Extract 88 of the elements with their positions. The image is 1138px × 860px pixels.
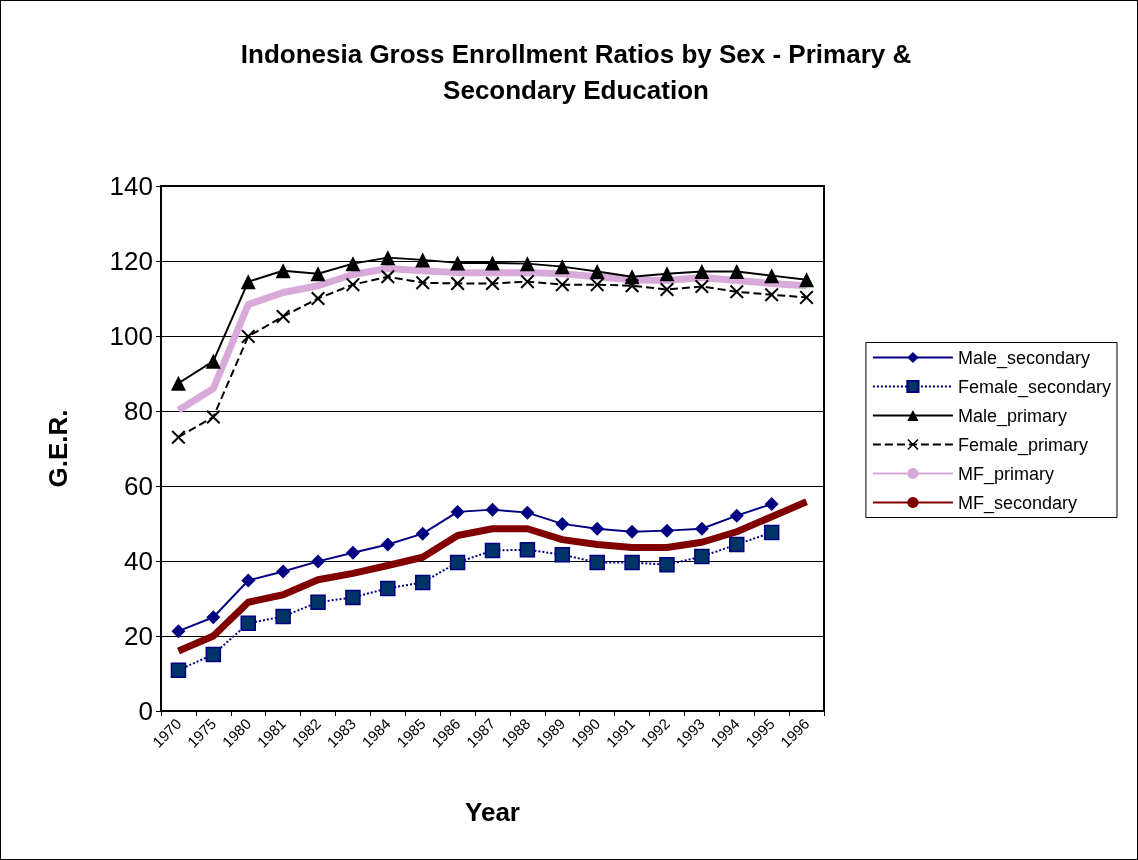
point xyxy=(415,526,430,541)
point xyxy=(590,521,605,536)
legend-label: Female_primary xyxy=(957,434,1088,456)
point xyxy=(659,523,674,538)
point xyxy=(206,410,221,424)
point xyxy=(625,278,640,293)
point xyxy=(415,252,431,268)
point xyxy=(310,594,326,610)
x-axis-title: Year xyxy=(465,797,520,827)
point xyxy=(799,272,815,288)
point xyxy=(519,542,536,558)
point xyxy=(799,290,814,305)
y-tick-label: 80 xyxy=(124,396,153,426)
point xyxy=(171,430,186,445)
point xyxy=(764,268,780,284)
point xyxy=(764,287,779,302)
point xyxy=(519,256,535,272)
y-tick-label: 60 xyxy=(124,471,153,501)
point xyxy=(414,574,431,591)
point xyxy=(170,375,186,391)
point xyxy=(729,536,745,553)
y-tick-label: 140 xyxy=(109,171,153,201)
point xyxy=(449,554,466,571)
point xyxy=(240,615,256,631)
point xyxy=(380,250,396,266)
chart-title: Indonesia Gross Enrollment Ratios by Sex - Primary & Secondary Education xyxy=(240,39,912,105)
point xyxy=(763,524,780,541)
point xyxy=(625,524,640,539)
point xyxy=(485,276,500,291)
point xyxy=(659,557,675,573)
point xyxy=(450,504,465,519)
point xyxy=(171,624,186,639)
point xyxy=(729,284,744,299)
point xyxy=(694,521,709,536)
point xyxy=(555,516,570,531)
point xyxy=(624,554,640,571)
point xyxy=(205,646,222,663)
point xyxy=(310,266,326,282)
point xyxy=(205,353,221,369)
point xyxy=(694,279,709,294)
point xyxy=(415,275,430,290)
point xyxy=(345,277,360,292)
point xyxy=(520,505,535,520)
point xyxy=(589,554,605,571)
point xyxy=(729,508,744,523)
point xyxy=(276,564,291,579)
point xyxy=(240,274,256,290)
point xyxy=(345,256,361,272)
point xyxy=(554,259,570,275)
legend-label: Male_primary xyxy=(957,405,1067,427)
legend-label: MF_secondary xyxy=(957,492,1077,514)
point xyxy=(484,542,501,559)
point xyxy=(380,537,395,552)
legend-label: Male_secondary xyxy=(957,347,1090,369)
point xyxy=(345,589,361,606)
point xyxy=(241,329,256,344)
y-tick-label: 120 xyxy=(109,246,153,276)
point xyxy=(694,548,710,565)
point xyxy=(590,277,605,292)
point xyxy=(589,264,605,279)
point xyxy=(659,266,675,282)
point xyxy=(311,554,326,569)
point xyxy=(380,269,395,284)
point xyxy=(729,264,745,279)
point xyxy=(206,610,221,625)
point xyxy=(694,264,710,279)
point xyxy=(170,662,187,678)
point xyxy=(554,546,571,563)
legend-label: MF_primary xyxy=(957,463,1054,485)
y-tick-label: 0 xyxy=(138,696,153,726)
point xyxy=(485,502,500,517)
point xyxy=(764,497,779,511)
point xyxy=(485,255,500,271)
point xyxy=(241,573,256,588)
point xyxy=(450,276,465,291)
legend-label: Female_secondary xyxy=(957,376,1112,398)
point xyxy=(345,545,360,560)
y-tick-label: 100 xyxy=(109,321,153,351)
point xyxy=(555,277,570,292)
y-tick-label: 40 xyxy=(124,546,153,576)
point xyxy=(380,580,396,597)
point xyxy=(450,255,466,271)
y-axis-title: G.E.R. xyxy=(43,409,73,488)
point xyxy=(275,608,291,625)
point xyxy=(276,309,291,324)
point xyxy=(275,263,291,279)
point xyxy=(520,274,535,289)
y-tick-label: 20 xyxy=(124,621,153,651)
